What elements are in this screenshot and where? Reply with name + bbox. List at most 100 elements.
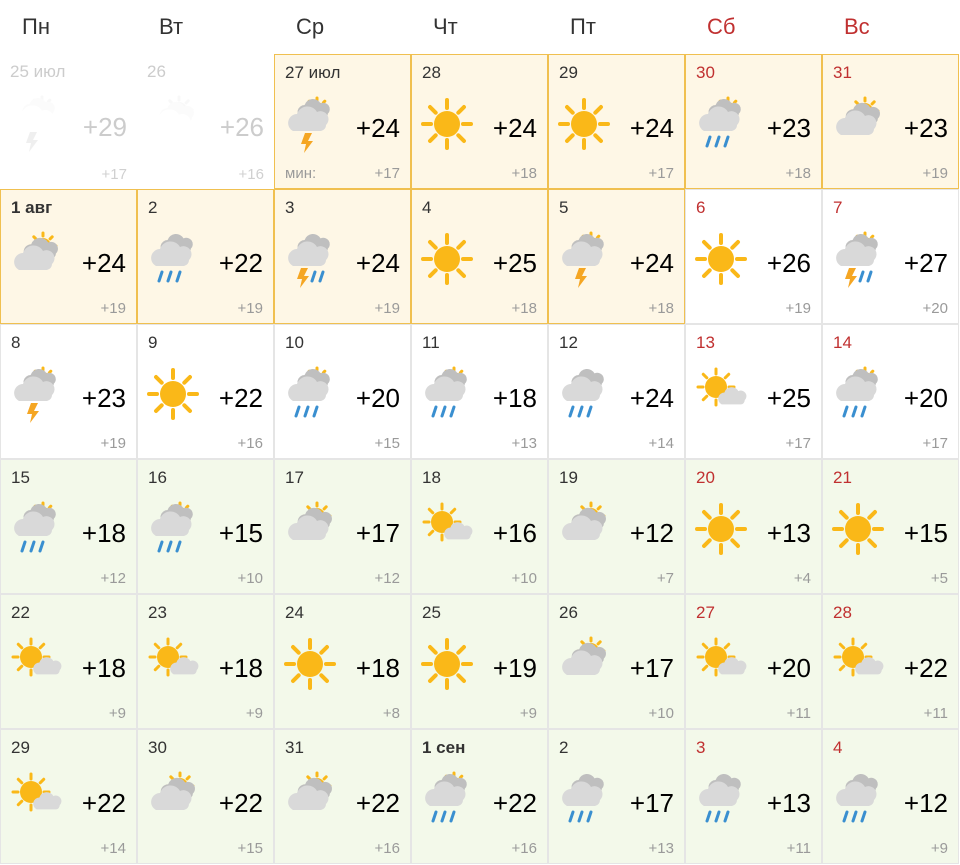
- day-cell[interactable]: 25+19+9: [411, 594, 548, 729]
- day-cell[interactable]: 2+17+13: [548, 729, 685, 864]
- day-cell[interactable]: 9+22+16: [137, 324, 274, 459]
- day-cell[interactable]: 10+20+15: [274, 324, 411, 459]
- temp-low: +8: [383, 705, 400, 722]
- day-cell[interactable]: 6+26+19: [685, 189, 822, 324]
- sun-icon: [829, 500, 887, 558]
- weekday-header: Пт: [548, 0, 685, 54]
- day-cell[interactable]: 4+12+9: [822, 729, 959, 864]
- day-cell[interactable]: 29+22+14: [0, 729, 137, 864]
- temp-low: +17: [102, 166, 127, 183]
- day-cell[interactable]: 21+15+5: [822, 459, 959, 594]
- day-cell[interactable]: 1 авг+24+19: [0, 189, 137, 324]
- temp-low: +19: [786, 300, 811, 317]
- day-cell[interactable]: 2+22+19: [137, 189, 274, 324]
- date-label: 16: [148, 468, 263, 488]
- day-cell[interactable]: 1 сен+22+16: [411, 729, 548, 864]
- temp-high: +20: [356, 383, 400, 414]
- weekday-header: Чт: [411, 0, 548, 54]
- day-cell[interactable]: 27 июл+24+17мин:: [274, 54, 411, 189]
- weather-calendar: ПнВтСрЧтПтСбВс 25 июл+29+1726+26+1627 ию…: [0, 0, 960, 864]
- temp-high: +18: [493, 383, 537, 414]
- temp-high: +24: [82, 248, 126, 279]
- partly-cloudy-thunder-icon: [281, 95, 339, 153]
- day-cell[interactable]: 3+24+19: [274, 189, 411, 324]
- date-label: 29: [11, 738, 126, 758]
- date-label: 12: [559, 333, 674, 353]
- temp-high: +23: [82, 383, 126, 414]
- date-label: 11: [422, 333, 537, 353]
- day-cell[interactable]: 25 июл+29+17: [0, 54, 137, 189]
- temp-high: +24: [630, 248, 674, 279]
- temp-low: +10: [238, 570, 263, 587]
- day-cell[interactable]: 23+18+9: [137, 594, 274, 729]
- day-cell[interactable]: 16 +15 +10: [137, 459, 274, 594]
- day-cell[interactable]: 18+16+10: [411, 459, 548, 594]
- temp-low: +7: [657, 570, 674, 587]
- day-cell[interactable]: 12+24+14: [548, 324, 685, 459]
- day-cell[interactable]: 14+20+17: [822, 324, 959, 459]
- temp-high: +17: [630, 653, 674, 684]
- temp-high: +22: [82, 788, 126, 819]
- weekday-header: Пн: [0, 0, 137, 54]
- day-cell[interactable]: 24+18+8: [274, 594, 411, 729]
- temp-high: +15: [904, 518, 948, 549]
- date-label: 26: [559, 603, 674, 623]
- cloud-rain-icon: [144, 230, 202, 288]
- date-label: 5: [559, 198, 674, 218]
- temp-low: +5: [931, 570, 948, 587]
- temp-high: +16: [493, 518, 537, 549]
- day-cell[interactable]: 27+20+11: [685, 594, 822, 729]
- day-cell[interactable]: 28+22+11: [822, 594, 959, 729]
- day-cell[interactable]: 28+24+18: [411, 54, 548, 189]
- temp-low: +10: [512, 570, 537, 587]
- temp-low: +16: [238, 435, 263, 452]
- date-label: 29: [559, 63, 674, 83]
- temp-high: +24: [356, 113, 400, 144]
- cloud-rain-icon: [555, 365, 613, 423]
- day-cell[interactable]: 13+25+17: [685, 324, 822, 459]
- weekday-header: Ср: [274, 0, 411, 54]
- temp-high: +23: [767, 113, 811, 144]
- temp-low: +18: [512, 165, 537, 182]
- date-label: 28: [833, 603, 948, 623]
- day-cell[interactable]: 19+12+7: [548, 459, 685, 594]
- temp-low: +17: [923, 435, 948, 452]
- partly-cloudy-thunder-icon: [6, 94, 64, 152]
- temp-low: +11: [924, 705, 948, 722]
- date-label: 20: [696, 468, 811, 488]
- day-cell[interactable]: 17+17+12: [274, 459, 411, 594]
- day-cell[interactable]: 3+13+11: [685, 729, 822, 864]
- temp-high: +18: [82, 518, 126, 549]
- weekday-header: Вс: [822, 0, 959, 54]
- day-cell[interactable]: 22+18+9: [0, 594, 137, 729]
- partly-cloudy-rain-icon: [281, 365, 339, 423]
- day-cell[interactable]: 30+22+15: [137, 729, 274, 864]
- date-label: 30: [148, 738, 263, 758]
- temp-low: +9: [246, 705, 263, 722]
- sun-icon: [418, 95, 476, 153]
- day-cell[interactable]: 5+24+18: [548, 189, 685, 324]
- day-cell[interactable]: 11+18+13: [411, 324, 548, 459]
- day-cell[interactable]: 30+23+18: [685, 54, 822, 189]
- date-label: 8: [11, 333, 126, 353]
- temp-high: +22: [219, 788, 263, 819]
- day-cell[interactable]: 31+23+19: [822, 54, 959, 189]
- day-cell[interactable]: 20+13+4: [685, 459, 822, 594]
- day-cell[interactable]: 26+17+10: [548, 594, 685, 729]
- partly-cloudy-rain-icon: [144, 500, 202, 558]
- day-cell[interactable]: 7+27+20: [822, 189, 959, 324]
- temp-high: +22: [493, 788, 537, 819]
- day-cell[interactable]: 8+23+19: [0, 324, 137, 459]
- date-label: 4: [422, 198, 537, 218]
- temp-high: +15: [219, 518, 263, 549]
- temp-low: +17: [786, 435, 811, 452]
- day-cell[interactable]: 31+22+16: [274, 729, 411, 864]
- day-cell[interactable]: 29+24+17: [548, 54, 685, 189]
- day-cell[interactable]: 4+25+18: [411, 189, 548, 324]
- partly-cloudy-icon: [281, 500, 339, 558]
- few-clouds-icon: [7, 770, 65, 828]
- temp-high: +23: [904, 113, 948, 144]
- weekday-header-row: ПнВтСрЧтПтСбВс: [0, 0, 960, 54]
- day-cell[interactable]: 15+18+12: [0, 459, 137, 594]
- day-cell[interactable]: 26+26+16: [137, 54, 274, 189]
